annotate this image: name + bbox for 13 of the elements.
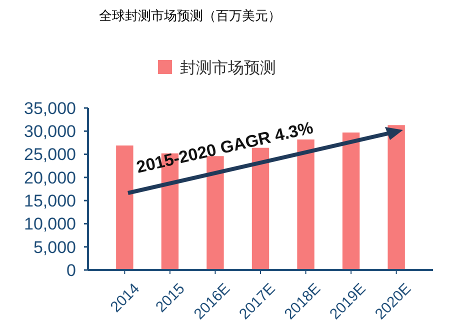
y-tick-label: 15,000 — [24, 192, 76, 211]
chart-title: 全球封测市场预测（百万美元） — [99, 8, 281, 23]
y-tick-label: 30,000 — [24, 122, 76, 142]
bar — [297, 139, 314, 270]
y-tick-label: 0 — [66, 260, 76, 280]
bar — [116, 145, 134, 270]
y-tick-label: 25,000 — [24, 145, 76, 164]
y-tick-label: 35,000 — [24, 98, 76, 118]
y-tick-label: 5,000 — [33, 238, 76, 257]
y-tick-label: 10,000 — [24, 214, 76, 234]
legend-label: 封测市场预测 — [180, 59, 276, 77]
bar — [342, 132, 360, 270]
y-tick-label: 20,000 — [24, 168, 76, 188]
